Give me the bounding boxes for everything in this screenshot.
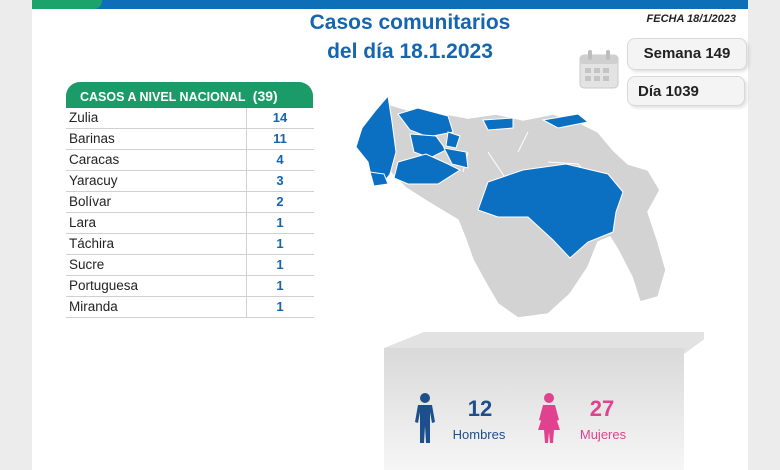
page-title: Casos comunitarios del día 18.1.2023 [250, 8, 570, 66]
table-row: Yaracuy 3 [66, 171, 314, 192]
state-cases: 1 [276, 278, 284, 293]
top-bar [32, 0, 748, 9]
state-name: Portuguesa [69, 278, 139, 293]
table-heading-label: CASOS A NIVEL NACIONAL [80, 90, 246, 104]
state-name: Miranda [69, 299, 118, 314]
state-name: Caracas [69, 152, 120, 167]
map-state-tachira [369, 171, 389, 187]
map-state-portuguesa [443, 147, 469, 169]
women-label: Mujeres [579, 427, 627, 442]
state-name: Bolívar [69, 194, 112, 209]
date-label: FECHA 18/1/2023 [646, 13, 736, 25]
state-cases: 4 [276, 152, 284, 167]
top-bar-accent [32, 0, 102, 9]
map-state-falcon [397, 107, 454, 138]
state-cases: 14 [272, 110, 288, 125]
man-icon [415, 393, 435, 443]
map-state-sucre [541, 113, 590, 129]
week-badge: Semana 149 [627, 38, 747, 70]
calendar-icon [579, 50, 619, 89]
state-cases: 11 [273, 131, 287, 146]
title-line-2: del día 18.1.2023 [327, 40, 493, 63]
table-row: Caracas 4 [66, 150, 314, 171]
woman-icon [538, 393, 560, 443]
state-name: Barinas [69, 131, 115, 146]
state-cases: 2 [276, 194, 284, 209]
map-state-zulia [355, 94, 397, 183]
table-row: Sucre 1 [66, 255, 314, 276]
table-row: Táchira 1 [66, 234, 314, 255]
day-badge: Día 1039 [627, 76, 745, 106]
men-count: 12 [467, 396, 493, 421]
state-cases: 3 [276, 173, 284, 188]
map-state-bolivar [477, 163, 624, 259]
state-name: Zulia [69, 110, 99, 125]
state-name: Sucre [69, 257, 105, 272]
state-cases: 1 [276, 299, 284, 314]
state-name: Yaracuy [69, 173, 118, 188]
title-line-1: Casos comunitarios [309, 11, 511, 34]
state-name: Táchira [69, 236, 115, 251]
state-cases: 1 [276, 215, 284, 230]
podium-shape [384, 332, 704, 470]
table-row: Barinas 11 [66, 129, 314, 150]
table-row: Miranda 1 [66, 297, 314, 318]
map-state-caracas [482, 117, 514, 131]
table-total: (39) [252, 88, 278, 104]
table-row: Bolívar 2 [66, 192, 314, 213]
map-state-lara [409, 133, 447, 159]
map-state-barinas [393, 153, 462, 185]
cases-table: Zulia 14 Barinas 11 Caracas 4 Yaracuy 3 Bolí… [66, 108, 314, 318]
map-state-yaracuy [445, 131, 461, 149]
state-cases: 1 [276, 257, 284, 272]
table-row: Lara 1 [66, 213, 314, 234]
state-cases: 1 [276, 236, 284, 251]
men-label: Hombres [452, 427, 506, 442]
table-row: Zulia 14 [66, 108, 314, 129]
table-heading: CASOS A NIVEL NACIONAL (39) [66, 82, 313, 108]
table-row: Portuguesa 1 [66, 276, 314, 297]
women-count: 27 [589, 396, 615, 421]
venezuela-map [355, 94, 667, 319]
state-name: Lara [69, 215, 97, 230]
